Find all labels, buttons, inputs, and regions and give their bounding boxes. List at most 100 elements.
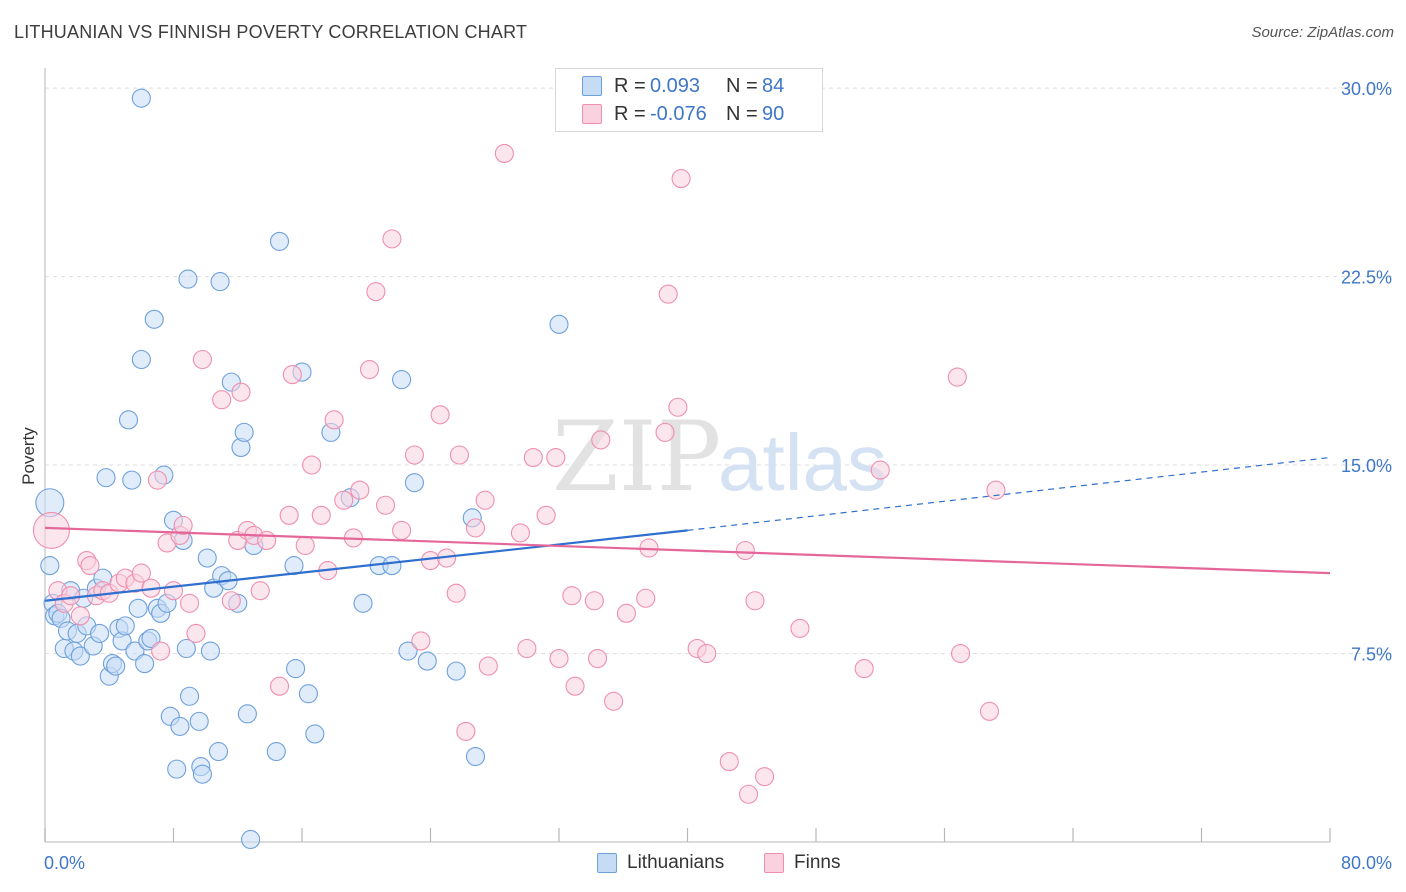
- data-point: [636, 588, 656, 608]
- chart-title: LITHUANIAN VS FINNISH POVERTY CORRELATIO…: [14, 22, 528, 42]
- data-point: [122, 470, 142, 490]
- data-point: [298, 684, 318, 704]
- watermark-zip: ZIP: [552, 401, 721, 513]
- y-tick-label: 30.0%: [1341, 79, 1392, 99]
- data-point: [536, 505, 556, 525]
- axis-labels: 7.5% 15.0% 22.5% 30.0% 0.0% 80.0% Poverty: [19, 79, 1392, 873]
- data-point: [305, 724, 325, 744]
- legend-n-label: N =: [726, 74, 758, 97]
- data-point: [523, 447, 543, 468]
- legend-swatch-lithuanians: [597, 853, 617, 873]
- data-point: [70, 606, 90, 626]
- data-point: [375, 495, 396, 515]
- data-point: [517, 638, 537, 659]
- data-point: [241, 829, 261, 850]
- data-point: [671, 169, 691, 189]
- data-point: [189, 711, 209, 731]
- data-point: [210, 272, 230, 292]
- data-point: [231, 382, 251, 402]
- data-point: [151, 641, 171, 661]
- data-point: [147, 470, 167, 490]
- data-point: [186, 623, 206, 643]
- data-point: [587, 649, 608, 669]
- data-point: [719, 752, 739, 772]
- data-point: [141, 628, 161, 648]
- data-point: [947, 367, 967, 387]
- legend-swatch-finns: [764, 853, 784, 873]
- data-point: [382, 229, 402, 249]
- data-point: [311, 505, 331, 525]
- data-point: [269, 676, 290, 696]
- data-point: [96, 468, 116, 488]
- trend-line-finns: [44, 526, 1331, 575]
- legend-swatch-finns: [582, 104, 602, 124]
- series-legend: Lithuanians Finns: [0, 852, 1406, 878]
- data-point: [446, 583, 466, 603]
- data-point: [144, 309, 164, 329]
- trend-line-lithuanians: [44, 529, 688, 602]
- data-point: [266, 741, 286, 762]
- data-point: [475, 490, 495, 510]
- source-credit: Source: ZipAtlas.com: [1251, 24, 1394, 41]
- data-point: [546, 447, 566, 468]
- data-point: [562, 586, 582, 606]
- data-point: [494, 143, 514, 163]
- data-point: [279, 505, 299, 525]
- legend-swatch-lithuanians: [582, 76, 602, 96]
- data-point: [250, 581, 270, 601]
- data-point: [40, 556, 60, 576]
- data-point: [420, 550, 441, 571]
- data-point: [302, 455, 322, 475]
- correlation-legend: R = 0.093 N = 84 R = -0.076 N = 90: [555, 68, 823, 132]
- data-point: [257, 530, 277, 550]
- data-point: [282, 365, 302, 385]
- data-point: [735, 540, 755, 561]
- data-point: [131, 88, 151, 108]
- series-finns: [32, 143, 1006, 804]
- data-point: [604, 691, 624, 711]
- legend-row-finns: R = -0.076 N = 90: [582, 101, 784, 127]
- data-point: [382, 556, 402, 576]
- data-point: [90, 623, 110, 643]
- data-point: [591, 430, 611, 450]
- legend-r-value: -0.076: [650, 102, 707, 125]
- series-lithuanians: [35, 88, 569, 850]
- legend-label-finns: Finns: [794, 852, 841, 873]
- data-point: [655, 422, 675, 442]
- data-point: [167, 759, 187, 779]
- data-point: [446, 661, 466, 681]
- data-point: [456, 721, 476, 741]
- legend-r-label: R =: [614, 74, 646, 97]
- legend-r-label: R =: [614, 102, 646, 125]
- data-point: [324, 410, 344, 430]
- data-point: [208, 741, 229, 762]
- grid-lines: [45, 87, 1392, 655]
- data-point: [350, 480, 370, 500]
- data-point: [510, 523, 531, 543]
- trend-lines: [44, 456, 1331, 602]
- data-point: [417, 651, 437, 671]
- data-point: [668, 397, 688, 417]
- data-point: [200, 641, 220, 661]
- data-point: [790, 618, 810, 638]
- data-point: [176, 638, 196, 659]
- legend-r-value: 0.093: [650, 74, 701, 97]
- data-point: [32, 511, 70, 549]
- data-point: [404, 473, 424, 493]
- data-point: [738, 784, 759, 804]
- legend-item-lithuanians: Lithuanians: [597, 852, 724, 874]
- data-point: [125, 641, 145, 661]
- data-point: [173, 515, 193, 535]
- data-point: [359, 360, 380, 380]
- data-point: [234, 422, 254, 442]
- data-point: [286, 659, 306, 679]
- data-point: [449, 445, 469, 465]
- y-axis-label: Poverty: [19, 427, 38, 485]
- data-point: [197, 548, 217, 568]
- data-point: [870, 460, 890, 480]
- data-point: [697, 643, 717, 664]
- data-point: [106, 656, 126, 676]
- y-tick-label: 7.5%: [1351, 645, 1392, 665]
- data-point: [170, 716, 190, 736]
